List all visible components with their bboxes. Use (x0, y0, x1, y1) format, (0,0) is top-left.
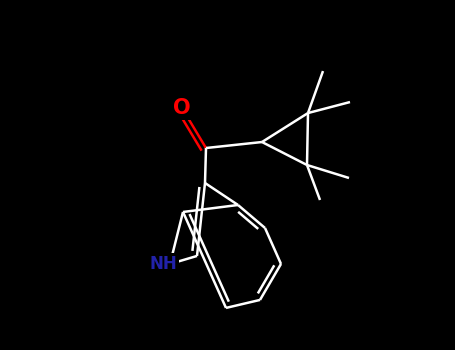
Text: O: O (173, 98, 191, 118)
Text: NH: NH (149, 255, 177, 273)
